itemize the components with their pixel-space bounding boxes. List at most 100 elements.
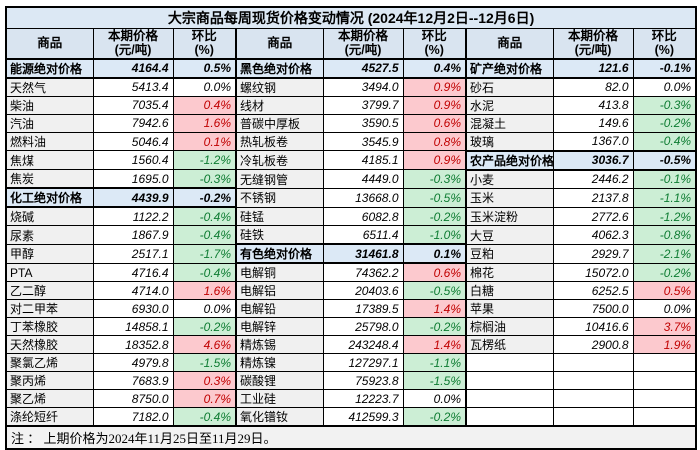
header-pct-label: 环比	[651, 29, 677, 43]
commodity-name-cell: 线材	[235, 95, 324, 115]
price-cell: 3494.0	[322, 77, 404, 97]
price-cell: 2929.7	[552, 243, 634, 264]
table-row: 涤纶短纤 7182.0 -0.4% 氧化镨钕 412599.3 -0.2%	[5, 407, 697, 427]
price-cell	[552, 407, 634, 427]
price-cell: 3036.7	[552, 149, 634, 171]
commodity-name-cell: 精炼锡	[235, 335, 324, 355]
commodity-name-cell: 尿素	[5, 225, 94, 245]
pct-change-cell: 1.6%	[172, 281, 237, 301]
table-row: 对二甲苯 6930.0 0.0% 电解铅 17389.5 1.4% 苹果 7500.0 0.0%	[5, 299, 697, 319]
header-price-unit: (元/吨)	[114, 43, 152, 58]
pct-change-cell: 0.4%	[172, 95, 237, 115]
pct-change-cell: -0.3%	[402, 169, 467, 189]
commodity-name-cell	[465, 371, 554, 391]
pct-change-cell: -1.1%	[632, 187, 697, 208]
commodity-name-cell: 碳酸锂	[235, 371, 324, 391]
pct-change-cell: -1.5%	[172, 353, 237, 373]
price-cell: 4716.4	[92, 262, 174, 283]
pct-change-cell: -0.2%	[402, 407, 467, 427]
pct-change-cell	[632, 407, 697, 427]
price-cell: 3590.5	[322, 113, 404, 133]
price-cell: 6082.8	[322, 206, 404, 227]
price-cell: 12223.7	[322, 389, 404, 409]
price-cell: 2137.8	[552, 187, 634, 208]
table-body: 能源绝对价格 4164.4 0.5% 黑色绝对价格 4527.5 0.4% 矿产绝对价格 12…	[5, 57, 697, 427]
pct-change-cell: -0.8%	[632, 225, 697, 245]
header-pct: 环比 (%)	[172, 27, 237, 60]
commodity-name-cell	[465, 407, 554, 427]
price-cell: 7182.0	[92, 407, 174, 427]
price-cell: 1560.4	[92, 150, 174, 171]
pct-change-cell: -0.2%	[632, 113, 697, 133]
table-row: 乙二醇 4714.0 1.6% 电解铝 20403.6 -0.5% 白糖 6252.5 0.5%	[5, 281, 697, 301]
pct-change-cell: 0.1%	[402, 243, 467, 265]
commodity-name-cell: 苹果	[465, 299, 554, 319]
price-cell: 20403.6	[322, 281, 404, 301]
price-cell: 13668.0	[322, 187, 404, 208]
price-cell: 17389.5	[322, 299, 404, 319]
commodity-name-cell: 电解铜	[235, 262, 324, 283]
price-cell: 14858.1	[92, 317, 174, 337]
commodity-name-cell	[465, 353, 554, 373]
pct-change-cell: -0.1%	[632, 57, 697, 79]
pct-change-cell: 1.6%	[172, 113, 237, 133]
commodity-name-cell: 电解铅	[235, 299, 324, 319]
pct-change-cell: -0.2%	[402, 206, 467, 227]
header-price-label: 本期价格	[107, 29, 158, 43]
commodity-name-cell: 烧碱	[5, 206, 94, 227]
table-row: 柴油 7035.4 0.4% 线材 3799.7 0.9% 水泥 413.8 -0.3%	[5, 95, 697, 115]
header-pct: 环比 (%)	[632, 27, 697, 60]
price-cell: 412599.3	[322, 407, 404, 427]
table-row: 天然橡胶 18352.8 4.6% 精炼锡 243248.4 1.4% 瓦楞纸 2900.8 1…	[5, 335, 697, 355]
price-cell: 25798.0	[322, 317, 404, 337]
commodity-name-cell: 砂石	[465, 77, 554, 97]
pct-change-cell	[632, 353, 697, 373]
header-pct-label: 环比	[191, 29, 217, 43]
commodity-name-cell: 化工绝对价格	[5, 187, 94, 209]
commodity-name-cell: 不锈钢	[235, 187, 324, 208]
header-pct: 环比 (%)	[402, 27, 467, 60]
price-cell: 74362.2	[322, 262, 404, 283]
commodity-name-cell: 乙二醇	[5, 281, 94, 301]
table-row: 丁苯橡胶 14858.1 -0.2% 电解锌 25798.0 -0.2% 棕榈油 10416.…	[5, 317, 697, 337]
commodity-name-cell: 冷轧板卷	[235, 150, 324, 171]
pct-change-cell: -0.5%	[632, 149, 697, 171]
pct-change-cell: 0.9%	[402, 150, 467, 171]
commodity-name-cell: 玻璃	[465, 131, 554, 152]
commodity-name-cell: 玉米	[465, 187, 554, 208]
price-cell: 4449.0	[322, 169, 404, 189]
pct-change-cell: 4.6%	[172, 335, 237, 355]
table-row: PTA 4716.4 -0.4% 电解铜 74362.2 0.6% 棉花 15072.0 -0.…	[5, 262, 697, 283]
price-cell: 3545.9	[322, 131, 404, 152]
price-cell	[552, 353, 634, 373]
pct-change-cell: 1.4%	[402, 335, 467, 355]
pct-change-cell: 0.6%	[402, 262, 467, 283]
commodity-name-cell: 涤纶短纤	[5, 407, 94, 427]
pct-change-cell: -0.2%	[402, 317, 467, 337]
table-row: 焦煤 1560.4 -1.2% 冷轧板卷 4185.1 0.9% 农产品绝对价格 3036.7…	[5, 149, 697, 171]
commodity-name-cell: 氧化镨钕	[235, 407, 324, 427]
pct-change-cell: -1.0%	[402, 225, 467, 245]
title-row: 大宗商品每周现货价格变动情况 (2024年12月2日--12月6日)	[5, 6, 697, 29]
note-row: 注 ： 上期价格为2024年11月25日至11月29日。	[5, 425, 697, 450]
price-cell: 75923.8	[322, 371, 404, 391]
commodity-name-cell: 小麦	[465, 169, 554, 189]
price-cell: 7500.0	[552, 299, 634, 319]
pct-change-cell: 0.8%	[402, 131, 467, 152]
table-row: 化工绝对价格 4439.9 -0.2% 不锈钢 13668.0 -0.5% 玉米 2137.8…	[5, 187, 697, 209]
price-cell: 243248.4	[322, 335, 404, 355]
header-commodity: 商品	[465, 27, 554, 60]
table-row: 天然气 5413.4 0.0% 螺纹钢 3494.0 0.9% 砂石 82.0 0.0%	[5, 77, 697, 97]
table-row: 聚氯乙烯 4979.8 -1.5% 精炼镍 127297.1 -1.1%	[5, 353, 697, 373]
pct-change-cell: -1.7%	[172, 243, 237, 264]
price-cell: 2517.1	[92, 243, 174, 264]
header-price: 本期价格 (元/吨)	[92, 27, 174, 60]
commodity-name-cell: 电解锌	[235, 317, 324, 337]
price-cell: 31461.8	[322, 243, 404, 265]
price-cell: 1367.0	[552, 131, 634, 152]
price-cell: 4062.3	[552, 225, 634, 245]
price-cell: 149.6	[552, 113, 634, 133]
header-commodity: 商品	[5, 27, 94, 60]
price-cell: 6252.5	[552, 281, 634, 301]
pct-change-cell: -1.2%	[172, 150, 237, 171]
